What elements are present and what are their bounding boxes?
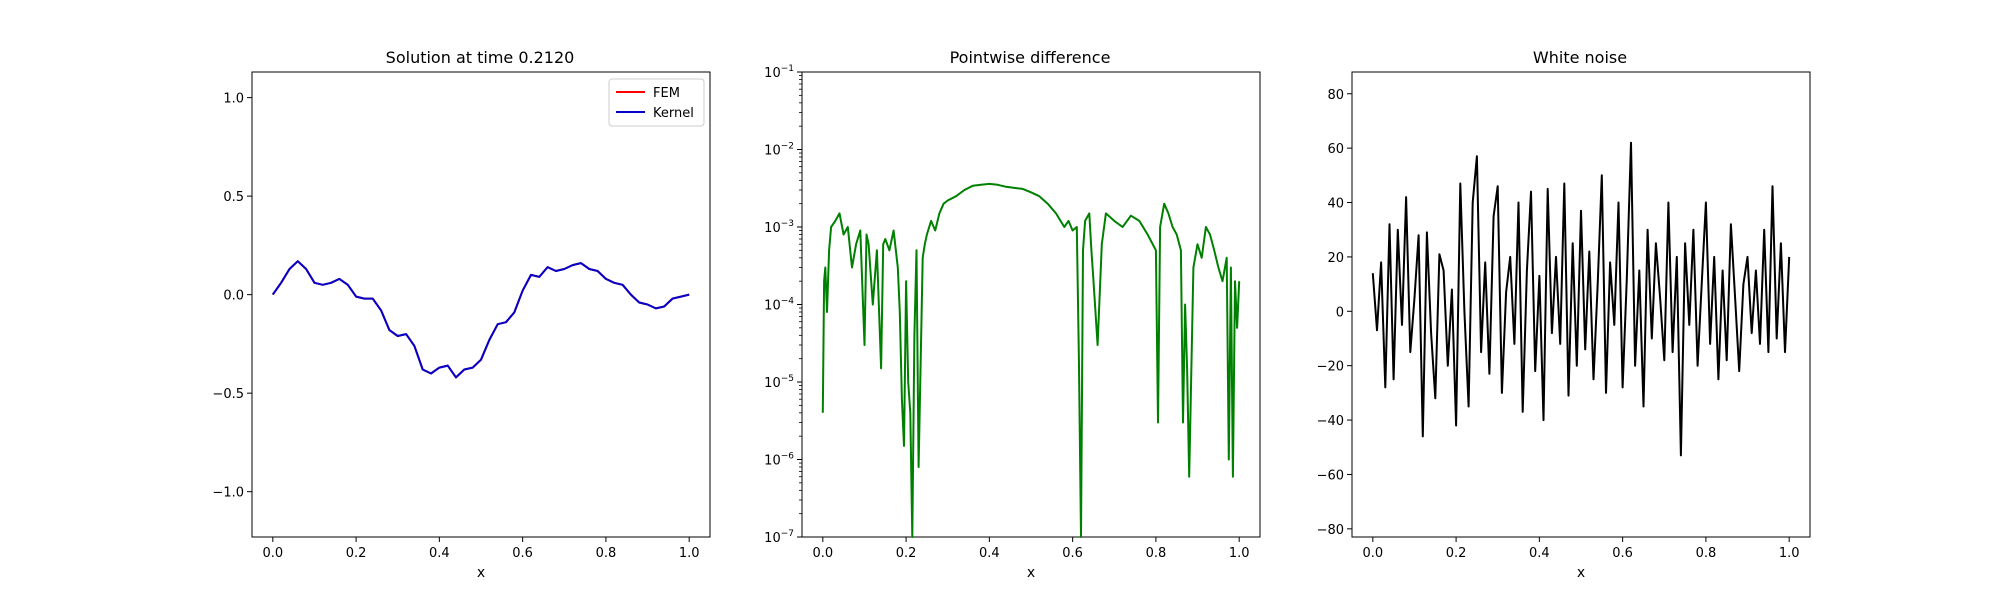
x-axis-label: x [477, 565, 485, 581]
x-tick-label: 0.2 [1446, 546, 1467, 561]
x-axis-label: x [1577, 565, 1585, 581]
plot-frame [801, 71, 1261, 538]
tick-group: 0.0 0.2 0.4 0.6 0.8 1.0 −80 −60 −40 −20 0 20 40 60 80 [1317, 88, 1800, 561]
y-tick-label: 10−2 [764, 142, 794, 159]
x-axis-label: x [1027, 565, 1035, 581]
tick-group: 0.0 0.2 0.4 0.6 0.8 1.0 10−7 10−6 10−5 10−4 10−3 10… [764, 64, 1249, 561]
x-tick-label: 1.0 [1779, 546, 1800, 561]
y-tick-label: 10−4 [764, 297, 794, 314]
panel-pointwise-difference: Pointwise difference 0.0 0.2 0.4 0.6 0.8 1.0 1… [764, 48, 1261, 581]
y-tick-label: 80 [1327, 88, 1344, 103]
series-group [1371, 141, 1791, 457]
x-tick-label: 0.0 [262, 546, 283, 561]
tick-group: 0.0 0.2 0.4 0.6 0.8 1.0 −1.0 −0.5 0.0 0.5 1.0 [212, 92, 699, 561]
y-tick-label: 20 [1327, 251, 1344, 266]
y-tick-label: 10−7 [764, 529, 794, 546]
y-tick-label: 60 [1327, 142, 1344, 157]
legend: FEM Kernel [608, 78, 705, 127]
panel-title: Solution at time 0.2120 [386, 48, 575, 67]
y-tick-label: 10−5 [764, 374, 794, 391]
y-tick-label: 0 [1336, 305, 1344, 320]
plot-frame [251, 71, 711, 538]
x-tick-label: 0.4 [979, 546, 1000, 561]
y-tick-label: 10−6 [764, 452, 794, 469]
y-tick-label: −40 [1317, 414, 1344, 429]
y-tick-label: −0.5 [212, 387, 244, 402]
x-tick-label: 0.6 [1062, 546, 1083, 561]
panel-title: Pointwise difference [950, 48, 1111, 67]
legend-label-kernel: Kernel [653, 106, 694, 121]
y-tick-label: −20 [1317, 360, 1344, 375]
x-tick-label: 0.4 [1529, 546, 1550, 561]
panel-solution: Solution at time 0.2120 0.0 0.2 0.4 0.6 0.8 1… [212, 48, 711, 581]
x-tick-label: 0.8 [1146, 546, 1167, 561]
series-line [821, 182, 1241, 538]
y-tick-label: 10−3 [764, 219, 794, 236]
y-tick-label: −80 [1317, 523, 1344, 538]
y-tick-label: −1.0 [212, 486, 244, 501]
x-tick-label: 0.6 [1612, 546, 1633, 561]
x-tick-label: 0.4 [429, 546, 450, 561]
y-tick-label: 0.5 [223, 190, 244, 205]
series-line-kernel [271, 260, 690, 379]
legend-box [608, 78, 705, 127]
panel-title: White noise [1533, 48, 1627, 67]
x-tick-label: 0.0 [812, 546, 833, 561]
x-tick-label: 0.6 [512, 546, 533, 561]
plot-frame [1351, 71, 1811, 538]
x-tick-label: 1.0 [679, 546, 700, 561]
x-tick-label: 1.0 [1229, 546, 1250, 561]
x-tick-label: 0.8 [1696, 546, 1717, 561]
x-tick-label: 0.0 [1362, 546, 1383, 561]
x-tick-label: 0.2 [896, 546, 917, 561]
legend-label-fem: FEM [653, 86, 680, 101]
y-tick-label: −60 [1317, 468, 1344, 483]
y-tick-label: 1.0 [223, 92, 244, 107]
x-tick-label: 0.8 [596, 546, 617, 561]
x-tick-label: 0.2 [346, 546, 367, 561]
y-tick-label: 40 [1327, 197, 1344, 212]
series-group [821, 182, 1241, 538]
panel-white-noise: White noise 0.0 0.2 0.4 0.6 0.8 1.0 −80 −60 −40 −… [1317, 48, 1811, 581]
y-tick-label: 10−1 [764, 64, 794, 81]
series-group [271, 260, 690, 379]
y-tick-label: 0.0 [223, 289, 244, 304]
series-line [1371, 141, 1791, 457]
